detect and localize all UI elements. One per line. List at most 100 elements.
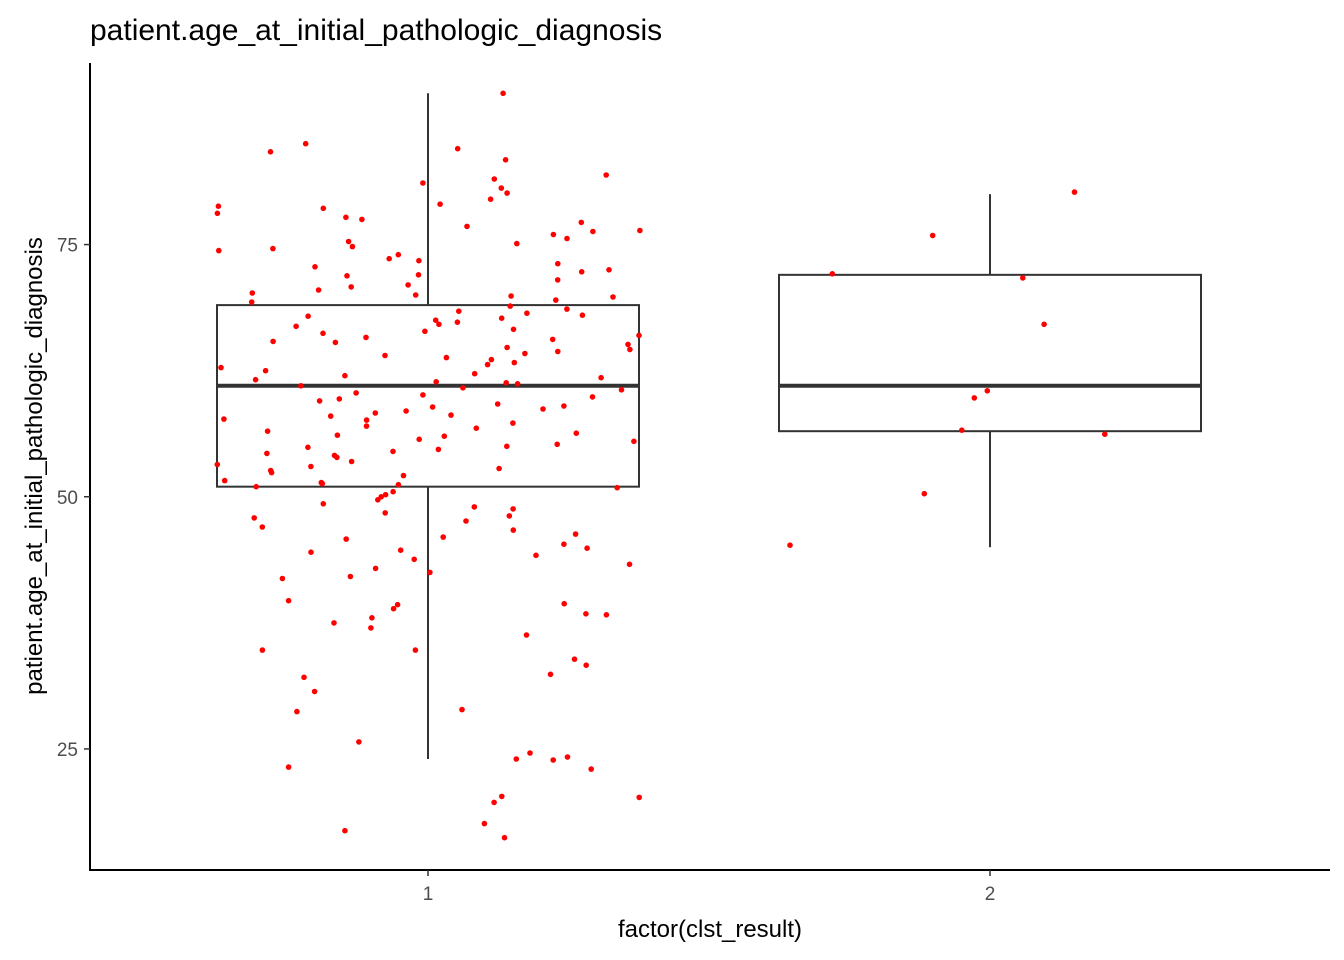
x-tick-label: 1 (423, 884, 434, 905)
data-point (510, 326, 517, 333)
data-point (448, 412, 454, 418)
data-point (320, 205, 327, 212)
data-point (829, 271, 836, 277)
data-point (614, 484, 620, 491)
data-point (491, 799, 497, 806)
data-point (549, 336, 556, 343)
data-point (345, 238, 352, 245)
data-point (625, 341, 631, 348)
data-point (471, 370, 478, 377)
data-point (511, 359, 518, 366)
data-point (331, 620, 337, 626)
data-point (443, 354, 450, 361)
data-point (386, 255, 393, 262)
boxes-layer (216, 93, 1202, 760)
data-point (253, 483, 259, 490)
data-point (382, 491, 389, 498)
data-point (412, 647, 419, 653)
data-point (523, 632, 530, 638)
data-point (353, 390, 359, 396)
data-point (305, 444, 311, 451)
data-point (427, 569, 433, 576)
data-point (564, 306, 570, 312)
data-point (554, 441, 560, 448)
data-point (507, 303, 513, 309)
data-point (344, 273, 350, 279)
data-point (390, 488, 396, 495)
data-point (403, 408, 409, 414)
box-iqr (216, 304, 640, 488)
data-point (787, 542, 793, 548)
data-point (394, 601, 401, 608)
data-point (437, 201, 443, 207)
data-point (498, 185, 505, 191)
data-point (606, 267, 612, 273)
data-point (441, 433, 448, 440)
data-point (504, 190, 510, 196)
data-point (214, 210, 221, 217)
data-point (262, 367, 269, 374)
y-tick-label: 50 (57, 488, 78, 509)
data-point (460, 385, 466, 391)
data-point (503, 380, 510, 386)
data-point (547, 671, 554, 678)
data-point (400, 472, 407, 479)
data-point (349, 243, 356, 250)
data-point (463, 518, 469, 524)
data-point (502, 157, 509, 163)
data-point (311, 688, 318, 695)
data-point (554, 277, 561, 283)
data-point (429, 404, 436, 410)
data-point (984, 388, 991, 394)
data-point (316, 398, 323, 404)
data-point (342, 372, 348, 379)
data-point (347, 573, 354, 580)
data-point (564, 235, 570, 242)
data-point (363, 417, 370, 423)
data-point (395, 251, 402, 258)
data-point (293, 323, 299, 330)
data-point (308, 463, 314, 470)
data-point (332, 339, 339, 346)
data-point (331, 452, 338, 459)
data-point (929, 232, 936, 239)
data-point (336, 396, 343, 402)
data-point (368, 625, 374, 631)
data-point (390, 448, 396, 455)
data-point (285, 597, 292, 604)
data-point (456, 308, 462, 315)
data-point (488, 356, 495, 363)
data-point (561, 541, 567, 547)
data-point (501, 834, 508, 841)
data-point (481, 820, 488, 827)
data-point (294, 708, 300, 715)
data-point (301, 674, 307, 681)
data-point (553, 297, 559, 303)
points-layer (214, 90, 1108, 841)
data-point (420, 180, 426, 186)
data-point (416, 257, 422, 264)
data-point (631, 438, 637, 445)
data-point (571, 656, 578, 662)
data-point (216, 247, 222, 254)
data-point (1102, 431, 1108, 438)
data-point (298, 383, 304, 389)
data-point (626, 561, 633, 568)
data-point (359, 216, 365, 223)
y-axis-title: patient.age_at_initial_pathologic_diagno… (21, 237, 48, 695)
data-point (285, 764, 292, 770)
data-point (382, 352, 388, 359)
data-point (555, 260, 561, 267)
data-point (372, 410, 379, 416)
data-point (464, 223, 470, 230)
data-point (327, 413, 334, 419)
data-point (305, 313, 311, 320)
data-point (334, 432, 341, 439)
data-point (432, 317, 439, 324)
data-point (637, 227, 643, 234)
data-point (496, 465, 502, 472)
y-tick-label: 25 (57, 740, 78, 761)
data-point (411, 556, 418, 563)
data-point (524, 310, 530, 317)
